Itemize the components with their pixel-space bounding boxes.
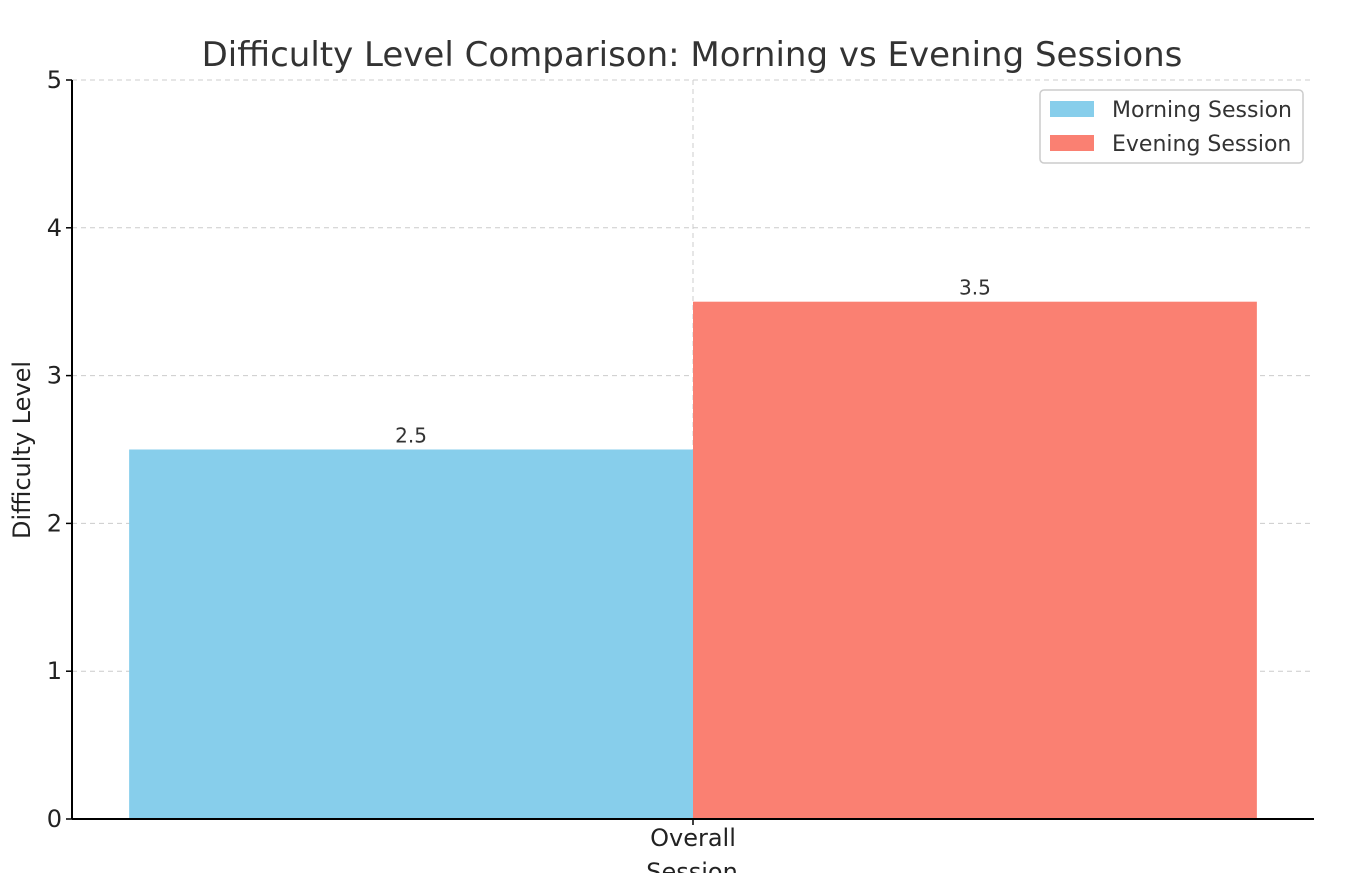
ticks-layer: 0 1 2 3 4 5 Overall [47,66,736,852]
bars-layer [129,301,1257,819]
x-tick-label: Overall [650,824,736,852]
y-tick-label: 4 [47,214,62,242]
legend: Morning Session Evening Session [1039,89,1304,164]
bar-morning-session [129,449,693,819]
legend-label-morning: Morning Session [1112,98,1292,123]
y-tick-label: 2 [47,509,62,537]
legend-frame [1039,89,1304,164]
y-tick-label: 3 [47,362,62,390]
y-tick-label: 0 [47,805,62,833]
legend-swatch-morning [1050,101,1094,117]
legend-swatch-evening [1050,135,1094,151]
x-axis-label: Session [646,858,738,873]
bar-value-label: 2.5 [395,424,427,448]
chart-title: Difficulty Level Comparison: Morning vs … [202,35,1183,75]
legend-label-evening: Evening Session [1112,132,1291,157]
y-tick-label: 1 [47,657,62,685]
y-tick-label: 5 [47,66,62,94]
bar-evening-session [693,301,1257,819]
bar-value-label: 3.5 [959,276,991,300]
y-axis-label: Difficulty Level [8,361,36,539]
labels-layer: 2.5 3.5 [395,276,991,448]
